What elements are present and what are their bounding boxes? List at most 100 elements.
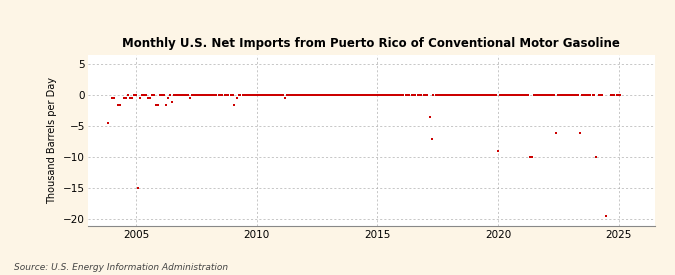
Point xyxy=(281,93,292,98)
Point xyxy=(316,93,327,98)
Point xyxy=(307,93,318,98)
Point xyxy=(233,93,244,98)
Point xyxy=(265,93,276,98)
Point xyxy=(436,93,447,98)
Point xyxy=(151,102,161,107)
Point xyxy=(452,93,463,98)
Point xyxy=(454,93,465,98)
Point xyxy=(524,155,535,160)
Point xyxy=(382,93,393,98)
Point xyxy=(169,93,180,98)
Point xyxy=(306,93,317,98)
Point xyxy=(410,93,421,98)
Point xyxy=(495,93,506,98)
Point xyxy=(253,93,264,98)
Point xyxy=(509,93,520,98)
Point xyxy=(366,93,377,98)
Point xyxy=(392,93,403,98)
Point xyxy=(539,93,549,98)
Point xyxy=(553,93,564,98)
Point xyxy=(503,93,514,98)
Point xyxy=(259,93,270,98)
Point xyxy=(368,93,379,98)
Point xyxy=(177,93,188,98)
Point xyxy=(290,93,300,98)
Point xyxy=(396,93,407,98)
Point xyxy=(358,93,369,98)
Point xyxy=(123,93,134,98)
Point xyxy=(273,93,284,98)
Point xyxy=(547,93,558,98)
Point xyxy=(497,93,508,98)
Point xyxy=(300,93,310,98)
Point xyxy=(125,96,136,101)
Point xyxy=(418,93,429,98)
Point xyxy=(237,93,248,98)
Point xyxy=(157,93,167,98)
Point xyxy=(319,93,330,98)
Point xyxy=(120,96,131,101)
Point xyxy=(329,93,340,98)
Point xyxy=(338,93,348,98)
Point xyxy=(344,93,354,98)
Point xyxy=(229,102,240,107)
Point xyxy=(597,93,608,98)
Point xyxy=(352,93,362,98)
Point xyxy=(575,130,586,135)
Point xyxy=(432,93,443,98)
Point xyxy=(350,93,360,98)
Point xyxy=(223,93,234,98)
Point xyxy=(384,93,395,98)
Point xyxy=(165,93,176,98)
Point xyxy=(163,96,173,101)
Point xyxy=(563,93,574,98)
Point xyxy=(491,93,502,98)
Point xyxy=(146,93,157,98)
Point xyxy=(506,93,517,98)
Point xyxy=(193,93,204,98)
Point xyxy=(456,93,467,98)
Point xyxy=(462,93,473,98)
Point xyxy=(144,96,155,101)
Point xyxy=(448,93,459,98)
Point xyxy=(331,93,342,98)
Point xyxy=(595,93,606,98)
Point xyxy=(522,93,533,98)
Point xyxy=(340,93,350,98)
Point xyxy=(545,93,556,98)
Point xyxy=(485,93,495,98)
Point xyxy=(313,93,324,98)
Title: Monthly U.S. Net Imports from Puerto Rico of Conventional Motor Gasoline: Monthly U.S. Net Imports from Puerto Ric… xyxy=(122,37,620,50)
Point xyxy=(526,155,537,160)
Point xyxy=(386,93,397,98)
Point xyxy=(475,93,485,98)
Point xyxy=(129,93,140,98)
Point xyxy=(601,214,612,218)
Point xyxy=(215,93,226,98)
Point xyxy=(378,93,389,98)
Point xyxy=(288,93,298,98)
Point xyxy=(577,93,588,98)
Point xyxy=(279,96,290,101)
Point xyxy=(406,93,417,98)
Point xyxy=(195,93,206,98)
Point xyxy=(269,93,280,98)
Point xyxy=(571,93,582,98)
Point xyxy=(557,93,568,98)
Point xyxy=(181,93,192,98)
Point xyxy=(416,93,427,98)
Point xyxy=(130,93,141,98)
Point xyxy=(388,93,399,98)
Point xyxy=(142,96,153,101)
Point xyxy=(605,93,616,98)
Point xyxy=(559,93,570,98)
Point xyxy=(135,96,146,101)
Point xyxy=(472,93,483,98)
Point xyxy=(499,93,510,98)
Point xyxy=(187,93,198,98)
Point xyxy=(161,102,171,107)
Point xyxy=(390,93,401,98)
Point xyxy=(304,93,315,98)
Point xyxy=(115,102,126,107)
Point xyxy=(148,93,159,98)
